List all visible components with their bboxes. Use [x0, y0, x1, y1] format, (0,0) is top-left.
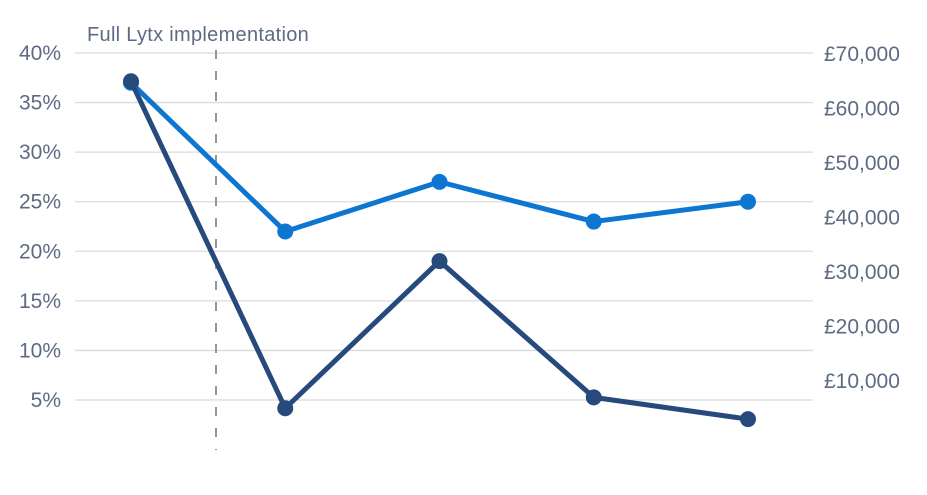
right-axis-tick-label: £50,000 — [824, 152, 900, 175]
left-axis-tick-label: 30% — [19, 141, 61, 164]
data-point-percentage-series-light-blue — [585, 213, 602, 230]
right-axis-tick-label: £60,000 — [824, 98, 900, 121]
data-point-cost-series-dark-navy — [431, 253, 448, 270]
left-axis-tick-label: 10% — [19, 339, 61, 362]
right-axis-tick-label: £20,000 — [824, 316, 900, 339]
left-axis-tick-label: 25% — [19, 191, 61, 214]
left-axis-tick-label: 20% — [19, 240, 61, 263]
right-axis-tick-label: £30,000 — [824, 261, 900, 284]
series-line-percentage-series-light-blue — [128, 80, 751, 234]
right-axis-tick-label: £40,000 — [824, 207, 900, 230]
left-axis-tick-label: 40% — [19, 42, 61, 65]
annotation-label: Full Lytx implementation — [87, 24, 310, 46]
data-point-cost-series-dark-navy — [123, 73, 139, 90]
right-axis-tick-label: £70,000 — [824, 43, 900, 66]
data-point-percentage-series-light-blue — [277, 223, 294, 240]
data-point-percentage-series-light-blue — [740, 193, 756, 210]
data-point-cost-series-dark-navy — [740, 411, 756, 428]
left-axis-tick-label: 35% — [19, 92, 61, 115]
left-axis-tick-label: 5% — [31, 389, 61, 412]
left-axis-tick-label: 15% — [19, 290, 61, 313]
right-axis-tick-label: £10,000 — [824, 370, 900, 393]
data-point-cost-series-dark-navy — [585, 389, 602, 406]
series-line-cost-series-dark-navy — [128, 78, 751, 422]
data-point-cost-series-dark-navy — [277, 400, 294, 417]
data-point-percentage-series-light-blue — [431, 173, 448, 190]
